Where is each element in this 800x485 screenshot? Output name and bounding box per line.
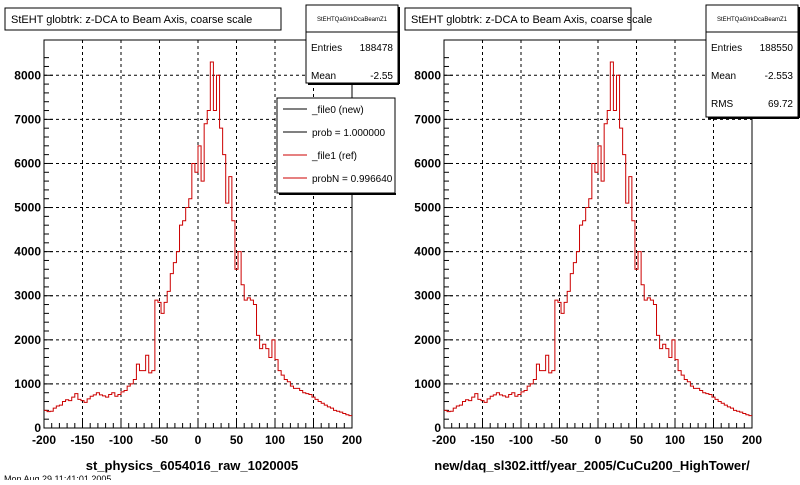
- y-tick-label: 8000: [414, 68, 441, 82]
- histogram-line: [44, 61, 352, 417]
- x-tick-label: 150: [303, 433, 323, 447]
- legend: _file0 (new) prob = 1.000000 _file1 (ref) p…: [276, 97, 396, 195]
- stats-value: 188550: [760, 43, 794, 54]
- title-box: [404, 7, 632, 31]
- panel-2: -200 -150 -100 -50 0 50 100 150 2000100020003000…: [404, 4, 800, 473]
- stats-value: 188478: [360, 43, 394, 54]
- x-tick-label: 0: [195, 433, 202, 447]
- y-tick-label: 7000: [14, 112, 41, 126]
- x-tick-label: -50: [551, 433, 569, 447]
- stats-box-name: StEHTQaGlrkDcaBeamZ1: [317, 17, 388, 23]
- x-tick-label: -100: [109, 433, 133, 447]
- stats-value: 69.72: [768, 99, 793, 110]
- x-tick-label: -200: [32, 433, 56, 447]
- stats-label: Mean: [311, 71, 336, 82]
- x-tick-label: -200: [432, 433, 456, 447]
- legend-box: [276, 97, 396, 194]
- y-tick-label: 1000: [14, 377, 41, 391]
- legend-entry-label: prob = 1.000000: [312, 128, 386, 139]
- histogram-line: [444, 61, 752, 417]
- x-tick-label: -100: [509, 433, 533, 447]
- x-axis-label: st_physics_6054016_raw_1020005: [86, 458, 299, 473]
- y-tick-label: 2000: [414, 333, 441, 347]
- stats-label: RMS: [711, 99, 734, 110]
- x-tick-label: -50: [151, 433, 169, 447]
- x-tick-label: 0: [595, 433, 602, 447]
- y-tick-label: 7000: [414, 112, 441, 126]
- x-tick-label: 150: [703, 433, 723, 447]
- y-tick-label: 6000: [14, 156, 41, 170]
- x-axis-label: new/daq_sl302.ittf/year_2005/CuCu200_Hig…: [434, 458, 750, 473]
- x-tick-label: -150: [470, 433, 494, 447]
- stats-label: Mean: [711, 71, 736, 82]
- stats-label: Entries: [711, 43, 742, 54]
- x-tick-label: 200: [342, 433, 362, 447]
- y-tick-label: 2000: [14, 333, 41, 347]
- y-tick-label: 0: [34, 421, 41, 435]
- stats-value: -2.553: [765, 71, 794, 82]
- y-tick-label: 6000: [414, 156, 441, 170]
- timestamp-footer: Mon Aug 29 11:41:01 2005: [4, 474, 111, 480]
- x-tick-label: 200: [742, 433, 762, 447]
- y-tick-label: 8000: [14, 68, 41, 82]
- y-tick-label: 5000: [414, 201, 441, 215]
- x-tick-label: 50: [230, 433, 244, 447]
- y-tick-label: 1000: [414, 377, 441, 391]
- y-tick-label: 4000: [14, 245, 41, 259]
- chart-title: StEHT globtrk: z-DCA to Beam Axis, coars…: [411, 14, 652, 26]
- chart-title: StEHT globtrk: z-DCA to Beam Axis, coars…: [11, 14, 252, 26]
- x-tick-label: -150: [70, 433, 94, 447]
- y-tick-label: 4000: [414, 245, 441, 259]
- legend-entry-label: _file0 (new): [311, 105, 364, 116]
- y-tick-label: 3000: [14, 289, 41, 303]
- stats-box-name: StEHTQaGlrkDcaBeamZ1: [717, 17, 788, 23]
- title-box: [4, 7, 282, 31]
- y-tick-label: 5000: [14, 201, 41, 215]
- x-tick-label: 50: [630, 433, 644, 447]
- x-tick-label: 100: [665, 433, 685, 447]
- stats-box: [305, 4, 399, 84]
- x-tick-label: 100: [265, 433, 285, 447]
- stats-label: Entries: [311, 43, 342, 54]
- legend-entry-label: probN = 0.996640: [312, 174, 393, 185]
- y-tick-label: 0: [434, 421, 441, 435]
- stats-box: [705, 4, 799, 118]
- y-tick-label: 3000: [414, 289, 441, 303]
- legend-entry-label: _file1 (ref): [311, 151, 357, 162]
- panel-1: -200 -150 -100 -50 0 50 100 150 2000100020003000…: [4, 4, 400, 473]
- stats-value: -2.55: [370, 71, 393, 82]
